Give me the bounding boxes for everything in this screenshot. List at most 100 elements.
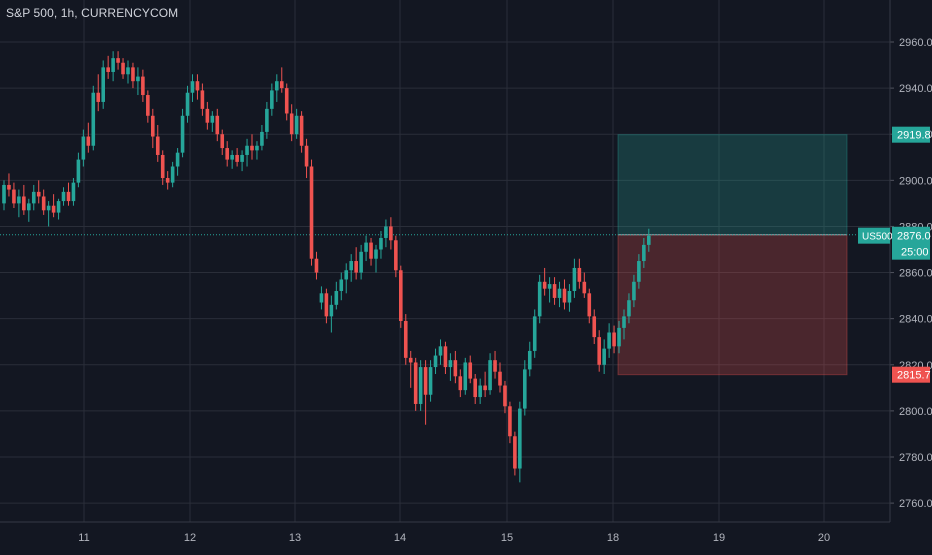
candle-up (617, 320, 621, 354)
candle-body (111, 58, 115, 72)
x-tick-label: 14 (394, 532, 406, 544)
candle-body (66, 191, 71, 202)
candle-down (403, 314, 408, 365)
symbol-price-tag[interactable]: US500 2876.0 25:00 (858, 227, 931, 260)
candle-down (493, 350, 497, 379)
candle-up (607, 323, 611, 358)
candle-body (344, 270, 349, 280)
candle-down (51, 194, 56, 218)
candle-body (235, 154, 239, 162)
candle-body (374, 249, 378, 259)
candle-body (438, 346, 443, 356)
candle-down (225, 141, 229, 167)
candle-body (160, 154, 165, 179)
long-position-tool[interactable] (0, 134, 890, 376)
candle-down (577, 258, 582, 289)
candle-body (582, 281, 587, 294)
candle-up (255, 141, 259, 160)
candle-body (443, 346, 448, 368)
candle-body (637, 261, 641, 282)
candle-up (101, 60, 105, 109)
candle-body (121, 62, 125, 75)
candle-body (468, 362, 473, 379)
y-tick-label: 2860.0 (899, 268, 932, 280)
candle-down (205, 101, 210, 130)
candle-body (270, 90, 274, 109)
candle-body (245, 145, 249, 155)
candle-body (562, 288, 567, 303)
candle-body (240, 154, 244, 162)
candle-body (384, 226, 388, 238)
candle-body (17, 196, 21, 204)
candle-down (468, 355, 473, 384)
candle-up (294, 108, 299, 139)
candle-body (463, 362, 468, 391)
candle-down (195, 74, 200, 100)
candle-body (210, 115, 215, 123)
candle-body (250, 145, 254, 151)
candle-up (2, 180, 6, 211)
candle-up (339, 272, 344, 301)
candle-body (56, 201, 61, 213)
candle-body (423, 367, 428, 395)
candle-body (230, 154, 234, 160)
candle-up (265, 101, 269, 139)
candle-body (577, 267, 582, 282)
candle-down (220, 129, 225, 155)
candle-down (116, 51, 120, 70)
candle-up (275, 74, 279, 102)
candle-body (498, 371, 502, 386)
x-tick-label: 13 (289, 532, 301, 544)
candle-body (399, 270, 403, 321)
candle-down (165, 171, 170, 190)
candle-up (245, 138, 249, 167)
candle-up (359, 244, 363, 280)
candle-down (394, 235, 398, 278)
candle-body (324, 293, 329, 317)
candle-down (498, 362, 502, 393)
candle-down (155, 125, 160, 162)
candle-up (344, 263, 349, 294)
candle-body (612, 332, 616, 347)
candle-down (141, 69, 145, 102)
profit-zone[interactable] (617, 134, 848, 236)
x-tick-label: 18 (607, 532, 619, 544)
candle-down (284, 83, 289, 121)
candle-up (374, 244, 378, 273)
candle-body (319, 293, 324, 303)
loss-zone[interactable] (617, 234, 848, 376)
candle-up (61, 187, 66, 206)
candle-up (111, 51, 115, 82)
y-tick-label: 2940.0 (899, 83, 932, 95)
candle-body (369, 242, 373, 259)
candle-body (299, 115, 304, 146)
candle-up (46, 201, 51, 227)
candle-up (572, 258, 577, 298)
y-tick-label: 2760.0 (899, 498, 932, 510)
candle-body (96, 92, 101, 102)
candle-up (27, 198, 31, 222)
candle-body (81, 136, 86, 160)
candle-body (334, 291, 339, 305)
y-tick-label: 2900.0 (899, 175, 932, 187)
candle-down (86, 122, 91, 153)
candle-body (403, 320, 408, 358)
candle-body (185, 92, 190, 116)
candle-body (642, 244, 646, 262)
candle-up (81, 129, 86, 167)
candle-body (567, 291, 572, 303)
candle-down (200, 83, 205, 116)
candle-up (478, 378, 482, 404)
candle-up (448, 353, 453, 381)
candle-up (126, 60, 130, 84)
candle-up (334, 281, 339, 310)
candle-body (537, 281, 542, 317)
candle-up (537, 274, 542, 324)
candle-body (632, 281, 636, 301)
symbol-name: US500 (862, 232, 893, 243)
candle-down (96, 74, 101, 112)
candle-body (260, 131, 264, 146)
candle-up (384, 219, 388, 248)
